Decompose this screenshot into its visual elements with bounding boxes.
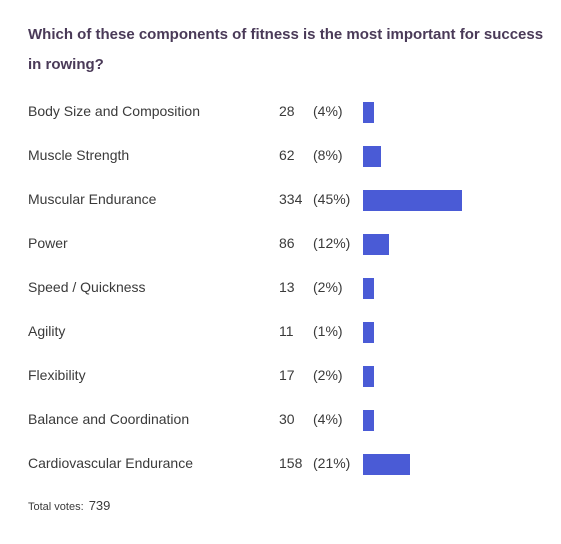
- poll-option-row: Muscular Endurance 334 (45%): [0, 188, 561, 212]
- option-bar: [363, 102, 374, 123]
- option-percent: (4%): [313, 103, 343, 119]
- option-percent: (2%): [313, 367, 343, 383]
- option-percent: (8%): [313, 147, 343, 163]
- option-bar: [363, 410, 374, 431]
- option-label: Speed / Quickness: [28, 279, 146, 295]
- poll-option-row: Muscle Strength 62 (8%): [0, 144, 561, 168]
- option-label: Balance and Coordination: [28, 411, 190, 427]
- option-bar: [363, 190, 462, 211]
- poll-option-row: Flexibility 17 (2%): [0, 364, 561, 388]
- option-vote-count: 86: [279, 235, 295, 251]
- option-percent: (1%): [313, 323, 343, 339]
- option-label: Cardiovascular Endurance: [28, 455, 193, 471]
- poll-option-row: Speed / Quickness 13 (2%): [0, 276, 561, 300]
- option-percent: (2%): [313, 279, 343, 295]
- total-votes-label: Total votes:: [28, 501, 84, 513]
- option-label: Muscular Endurance: [28, 191, 157, 207]
- option-percent: (4%): [313, 411, 343, 427]
- poll-option-row: Cardiovascular Endurance 158 (21%): [0, 452, 561, 476]
- poll-question: Which of these components of fitness is …: [28, 26, 544, 73]
- option-vote-count: 28: [279, 103, 295, 119]
- option-vote-count: 11: [279, 323, 294, 339]
- option-percent: (45%): [313, 191, 351, 207]
- poll-option-row: Body Size and Composition 28 (4%): [0, 100, 561, 124]
- option-vote-count: 13: [279, 279, 295, 295]
- option-vote-count: 17: [279, 367, 295, 383]
- option-label: Muscle Strength: [28, 147, 130, 163]
- option-bar: [363, 366, 374, 387]
- option-vote-count: 334: [279, 191, 303, 207]
- option-percent: (12%): [313, 235, 351, 251]
- option-vote-count: 30: [279, 411, 295, 427]
- poll-option-row: Balance and Coordination 30 (4%): [0, 408, 561, 432]
- option-bar: [363, 322, 374, 343]
- total-votes-value: 739: [88, 498, 111, 513]
- option-label: Agility: [28, 323, 66, 339]
- option-percent: (21%): [313, 455, 351, 471]
- option-label: Flexibility: [28, 367, 86, 383]
- poll-option-row: Agility 11 (1%): [0, 320, 561, 344]
- poll-option-row: Power 86 (12%): [0, 232, 561, 256]
- option-vote-count: 158: [279, 455, 303, 471]
- option-label: Body Size and Composition: [28, 103, 200, 119]
- total-votes: Total votes: 739: [28, 498, 110, 513]
- option-vote-count: 62: [279, 147, 295, 163]
- option-bar: [363, 234, 389, 255]
- option-bar: [363, 454, 410, 475]
- option-bar: [363, 146, 381, 167]
- option-label: Power: [28, 235, 68, 251]
- option-bar: [363, 278, 374, 299]
